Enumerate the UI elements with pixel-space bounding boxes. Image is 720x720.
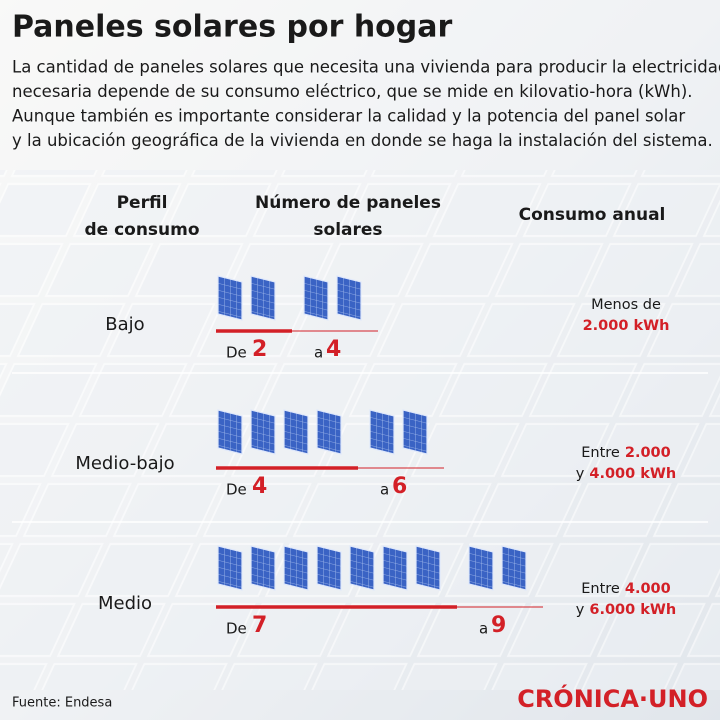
consumption-red: 6.000 kWh xyxy=(589,602,676,618)
solar-panel xyxy=(402,409,428,455)
panel-face xyxy=(316,409,342,455)
profile-label: Bajo xyxy=(105,314,144,335)
panel-face xyxy=(402,409,428,455)
source: Fuente: Endesa xyxy=(12,696,112,711)
solar-panel xyxy=(336,275,362,321)
from-label: De xyxy=(226,620,247,638)
from-label: De xyxy=(226,481,247,499)
panel-face xyxy=(250,545,276,591)
panel-face xyxy=(415,545,441,591)
to-number: 6 xyxy=(392,474,407,499)
panel-face xyxy=(369,409,395,455)
consumption-red: 4.000 kWh xyxy=(589,466,676,482)
solar-panel xyxy=(501,545,527,591)
background-panels xyxy=(0,170,720,690)
description-line: necesaria depende de su consumo eléctric… xyxy=(12,82,693,101)
from-label: De xyxy=(226,344,247,362)
solar-panel xyxy=(382,545,408,591)
title: Paneles solares por hogar xyxy=(12,10,453,45)
solar-panel xyxy=(217,275,243,321)
consumption-plain: Menos de xyxy=(591,297,661,313)
column-header: de consumo xyxy=(84,220,199,240)
profile-label: Medio xyxy=(98,593,152,614)
to-number: 4 xyxy=(326,337,341,362)
from-number: 2 xyxy=(252,337,267,362)
solar-panel xyxy=(303,275,329,321)
panel-face xyxy=(382,545,408,591)
solar-panel xyxy=(217,409,243,455)
solar-panel xyxy=(316,545,342,591)
to-label: a xyxy=(380,481,389,499)
panel-face xyxy=(283,545,309,591)
panel-face xyxy=(349,545,375,591)
solar-panel xyxy=(250,275,276,321)
solar-panel xyxy=(369,409,395,455)
solar-panel xyxy=(250,545,276,591)
profile-label: Medio-bajo xyxy=(75,453,174,474)
panel-face xyxy=(283,409,309,455)
consumption-red: 2.000 xyxy=(625,445,671,461)
panel-face xyxy=(316,545,342,591)
from-number: 7 xyxy=(252,613,267,638)
consumption-line: y 4.000 kWh xyxy=(576,466,676,482)
panel-face xyxy=(501,545,527,591)
description-line: y la ubicación geográfica de la vivienda… xyxy=(12,131,713,150)
column-header: Consumo anual xyxy=(519,205,666,225)
panel-face xyxy=(217,545,243,591)
column-header: solares xyxy=(313,220,382,240)
consumption-plain: y xyxy=(576,602,585,618)
consumption-plain: Entre xyxy=(581,581,620,597)
logo: CRÓNICA·UNO xyxy=(517,683,708,713)
consumption-plain: y xyxy=(576,466,585,482)
consumption-line: 2.000 kWh xyxy=(583,318,670,334)
panel-face xyxy=(468,545,494,591)
solar-panel xyxy=(283,545,309,591)
column-header: Perfil xyxy=(117,193,168,213)
consumption-red: 4.000 xyxy=(625,581,671,597)
consumption-line: Entre 2.000 xyxy=(581,445,670,461)
panel-face xyxy=(336,275,362,321)
consumption-red: 2.000 kWh xyxy=(583,318,670,334)
solar-panel xyxy=(349,545,375,591)
consumption-line: y 6.000 kWh xyxy=(576,602,676,618)
description-line: Aunque también es importante considerar … xyxy=(12,107,685,126)
solar-panel xyxy=(283,409,309,455)
description-line: La cantidad de paneles solares que neces… xyxy=(12,58,720,77)
panel-face xyxy=(250,409,276,455)
panel-face xyxy=(217,275,243,321)
consumption-line: Menos de xyxy=(591,297,661,313)
solar-panel xyxy=(250,409,276,455)
from-number: 4 xyxy=(252,474,267,499)
panel-face xyxy=(217,409,243,455)
to-number: 9 xyxy=(491,613,506,638)
solar-panel xyxy=(468,545,494,591)
solar-panel xyxy=(217,545,243,591)
solar-panel xyxy=(415,545,441,591)
panel-face xyxy=(250,275,276,321)
panel-face xyxy=(303,275,329,321)
solar-panel xyxy=(316,409,342,455)
column-header: Número de paneles xyxy=(255,193,441,213)
consumption-line: Entre 4.000 xyxy=(581,581,670,597)
to-label: a xyxy=(314,344,323,362)
to-label: a xyxy=(479,620,488,638)
consumption-plain: Entre xyxy=(581,445,620,461)
